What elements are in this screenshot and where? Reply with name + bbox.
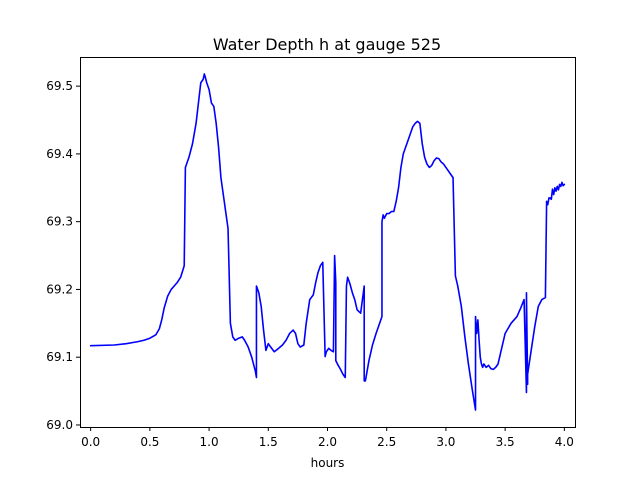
x-tick-label: 2.5 bbox=[377, 435, 396, 449]
x-axis-ticks: 0.0 0.5 1.0 1.5 2.0 2.5 3.0 3.5 4.0 bbox=[81, 427, 574, 449]
plot-frame bbox=[80, 57, 576, 428]
y-tick-label: 69.2 bbox=[46, 282, 73, 296]
x-tick-label: 3.0 bbox=[436, 435, 455, 449]
x-tick-label: 1.5 bbox=[259, 435, 278, 449]
water-depth-series-line bbox=[89, 73, 566, 411]
y-tick-label: 69.3 bbox=[46, 215, 73, 229]
y-tick-label: 69.0 bbox=[46, 418, 73, 432]
x-tick-label: 0.0 bbox=[81, 435, 100, 449]
x-tick-label: 2.0 bbox=[318, 435, 337, 449]
x-tick-label: 3.5 bbox=[496, 435, 515, 449]
x-tick-label: 4.0 bbox=[555, 435, 574, 449]
x-axis-label: hours bbox=[311, 456, 345, 470]
y-tick-label: 69.4 bbox=[46, 147, 73, 161]
chart-title: Water Depth h at gauge 525 bbox=[213, 35, 441, 54]
x-tick-label: 1.0 bbox=[200, 435, 219, 449]
y-tick-label: 69.5 bbox=[46, 79, 73, 93]
y-axis-ticks: 69.0 69.1 69.2 69.3 69.4 69.5 bbox=[46, 79, 80, 432]
x-tick-label: 0.5 bbox=[140, 435, 159, 449]
y-tick-label: 69.1 bbox=[46, 350, 73, 364]
